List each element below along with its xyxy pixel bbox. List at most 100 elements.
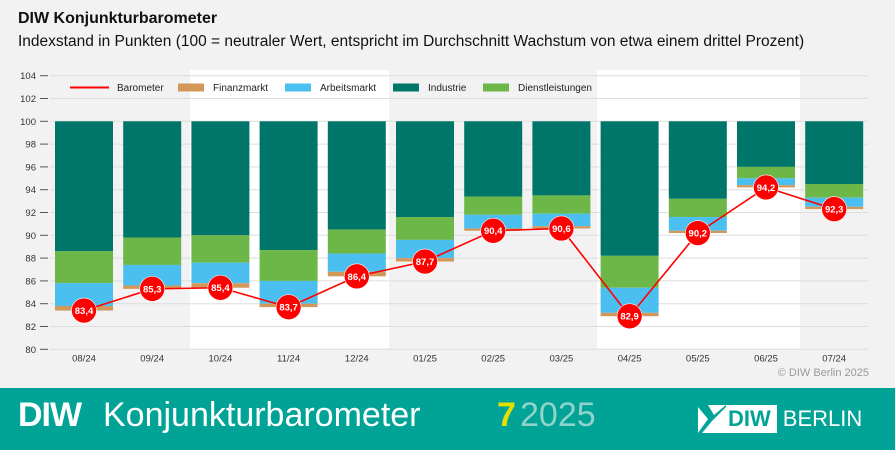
bar-segment-industrie	[396, 121, 454, 218]
bar-segment-dienstleistungen	[396, 217, 454, 240]
logo-mark-icon	[698, 405, 726, 433]
logo-box: DIW	[698, 405, 777, 433]
bar-segment-dienstleistungen	[737, 166, 795, 179]
legend-swatch-dienstleistungen	[483, 83, 509, 92]
legend-label-barometer: Barometer	[117, 83, 164, 94]
x-tick-label: 08/24	[72, 353, 96, 364]
barometer-data-label: 86,4	[348, 272, 367, 283]
footer-banner: DIW Konjunkturbarometer 7 2025 DIW BERLI…	[0, 388, 895, 450]
bar-segment-dienstleistungen	[532, 195, 591, 214]
barometer-point	[207, 274, 234, 301]
barometer-point	[616, 303, 643, 330]
legend-label-arbeitsmarkt: Arbeitsmarkt	[320, 83, 376, 94]
bar-segment-industrie	[737, 121, 795, 167]
legend-label-dienstleistungen: Dienstleistungen	[518, 83, 592, 94]
y-tick-label: 84	[25, 299, 36, 310]
bar-segment-industrie	[327, 121, 386, 230]
y-tick-label: 86	[25, 276, 36, 287]
bar-segment-industrie	[259, 121, 318, 251]
bar-segment-industrie	[600, 121, 659, 256]
footer-name: Konjunkturbarometer	[103, 396, 421, 434]
x-tick-label: 10/24	[209, 353, 233, 364]
diw-berlin-logo: DIW BERLIN	[698, 404, 862, 434]
bar-segment-arbeitsmarkt	[259, 280, 318, 304]
x-tick-label: 03/25	[550, 353, 574, 364]
barometer-point	[480, 217, 507, 244]
chart-subtitle: Indexstand in Punkten (100 = neutraler W…	[18, 33, 805, 50]
barometer-data-label: 85,4	[211, 283, 230, 294]
barometer-data-label: 87,7	[416, 257, 435, 268]
y-tick-label: 104	[20, 71, 36, 82]
x-tick-label: 06/25	[754, 353, 778, 364]
legend-swatch-industrie	[393, 83, 419, 92]
barometer-point	[275, 294, 302, 320]
bar-segment-arbeitsmarkt	[191, 262, 250, 284]
legend-label-industrie: Industrie	[428, 83, 467, 94]
legend-label-finanzmarkt: Finanzmarkt	[213, 83, 268, 94]
y-tick-label: 80	[25, 345, 36, 356]
bar-segment-arbeitsmarkt	[123, 264, 182, 286]
barometer-data-label: 85,3	[143, 284, 162, 295]
bar-segment-dienstleistungen	[600, 255, 659, 288]
x-tick-label: 12/24	[345, 353, 369, 364]
barometer-point	[412, 248, 438, 275]
y-tick-label: 96	[25, 162, 36, 173]
bar-segment-arbeitsmarkt	[55, 283, 113, 306]
bar-segment-industrie	[55, 121, 113, 252]
copyright: © DIW Berlin 2025	[777, 367, 869, 379]
barometer-point	[684, 220, 711, 246]
bar-segment-industrie	[123, 121, 182, 238]
bar-segment-arbeitsmarkt	[327, 253, 386, 272]
bar-segment-dienstleistungen	[123, 237, 182, 265]
barometer-data-label: 94,2	[757, 183, 776, 194]
bar-segment-dienstleistungen	[464, 196, 523, 215]
legend-swatch-arbeitsmarkt	[285, 83, 311, 92]
barometer-point	[548, 215, 575, 242]
barometer-point	[139, 276, 165, 302]
barometer-point	[753, 174, 779, 201]
logo-box-text: DIW	[728, 406, 771, 431]
y-tick-label: 92	[25, 208, 36, 219]
footer-brand: DIW	[18, 396, 82, 434]
bar-segment-industrie	[464, 121, 523, 197]
bar-segment-dienstleistungen	[55, 251, 113, 284]
barometer-data-label: 92,3	[825, 205, 844, 216]
bar-segment-industrie	[668, 121, 727, 199]
barometer-data-label: 83,7	[279, 303, 298, 314]
x-tick-label: 09/24	[140, 353, 164, 364]
bar-segment-dienstleistungen	[805, 184, 864, 198]
footer-year: 2025	[520, 396, 596, 434]
bar-segment-dienstleistungen	[327, 229, 386, 254]
bar-segment-industrie	[532, 121, 591, 196]
bar-segment-industrie	[191, 121, 250, 236]
bar-segment-industrie	[805, 121, 864, 184]
barometer-point	[343, 263, 370, 290]
barometer-data-label: 90,2	[689, 229, 708, 240]
y-tick-label: 88	[25, 254, 36, 265]
legend-swatch-finanzmarkt	[178, 83, 204, 92]
barometer-data-label: 82,9	[620, 312, 639, 323]
y-tick-label: 102	[20, 94, 36, 105]
x-tick-label: 11/24	[277, 353, 300, 364]
barometer-point	[821, 196, 848, 222]
barometer-data-label: 83,4	[75, 306, 94, 317]
bar-segment-dienstleistungen	[191, 235, 250, 263]
y-tick-label: 100	[20, 117, 36, 128]
y-tick-label: 82	[25, 322, 36, 333]
x-tick-label: 02/25	[481, 353, 505, 364]
barometer-data-label: 90,4	[484, 226, 503, 237]
footer-issue: 7	[497, 396, 516, 434]
barometer-point	[71, 297, 97, 324]
bar-segment-dienstleistungen	[259, 250, 318, 281]
konjunkturbarometer-chart: 80 82 84 86 88 90 92 94 96 98 100 102 104 08/24 09/24 1…	[20, 70, 868, 364]
barometer-data-label: 90,6	[552, 224, 571, 235]
y-tick-label: 90	[25, 231, 36, 242]
y-tick-label: 98	[25, 140, 36, 151]
chart-title: DIW Konjunkturbarometer	[18, 10, 218, 27]
bar-segment-dienstleistungen	[668, 198, 727, 218]
x-tick-label: 07/24	[822, 353, 846, 364]
y-tick-label: 94	[25, 185, 36, 196]
x-tick-label: 01/25	[413, 353, 437, 364]
x-tick-label: 04/25	[618, 353, 642, 364]
x-tick-label: 05/25	[686, 353, 710, 364]
